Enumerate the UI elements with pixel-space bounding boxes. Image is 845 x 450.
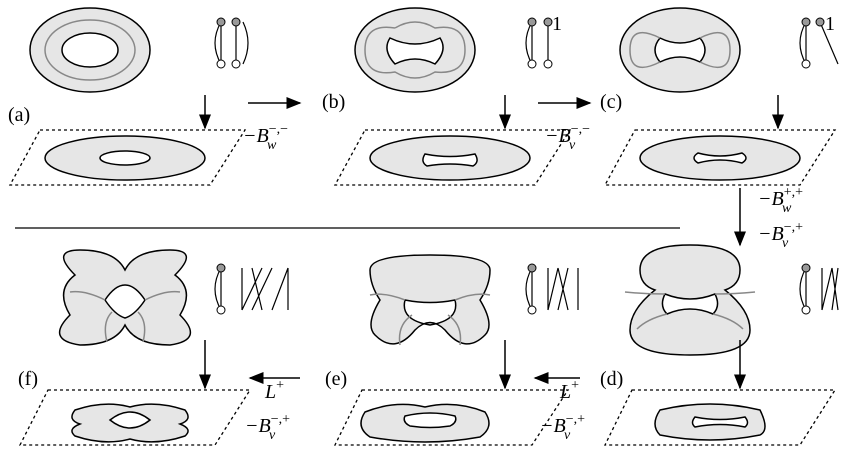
- transition-label: −B+,+w: [758, 185, 803, 216]
- surface-d: [625, 245, 755, 355]
- term-base: −B: [758, 223, 784, 245]
- transition-label: −B−,+v: [245, 412, 290, 443]
- projection-f: [20, 390, 250, 445]
- projection-c: [605, 130, 835, 185]
- surface-c: [620, 8, 740, 92]
- term-base: −B: [758, 188, 784, 210]
- term-base: L: [264, 381, 276, 403]
- term-base: −B: [540, 415, 566, 437]
- transition-label: −B−,+v: [540, 412, 585, 443]
- term-sup: −,−: [269, 122, 288, 137]
- transition-label: L+: [264, 378, 284, 403]
- panel-label: (a): [8, 104, 30, 126]
- panel-label: (b): [322, 91, 345, 113]
- panel-label: (d): [600, 368, 623, 390]
- term-sup: +: [571, 378, 579, 393]
- term-sup: +,+: [784, 185, 803, 200]
- transition-label: L+: [559, 378, 579, 403]
- surface-b: [355, 8, 475, 92]
- projection-a: [10, 130, 245, 185]
- term-base: −B: [545, 125, 571, 147]
- graph-icon: [215, 264, 838, 314]
- panel-label: (f): [18, 368, 38, 390]
- term-sub: v: [269, 428, 276, 443]
- term-sub: v: [569, 138, 576, 153]
- panel-label: (e): [325, 368, 347, 390]
- transition-label: −B−,+v: [758, 220, 803, 251]
- term-sup: −,−: [571, 122, 590, 137]
- term-base: −B: [245, 415, 271, 437]
- term-sub: v: [564, 428, 571, 443]
- term-sub: w: [267, 138, 277, 153]
- term-base: L: [559, 381, 571, 403]
- term-sub: v: [782, 236, 789, 251]
- transition-label: −B−,−w: [243, 122, 288, 153]
- term-sub: w: [782, 201, 792, 216]
- term-sup: −,+: [271, 412, 290, 427]
- projection-d: [605, 390, 835, 445]
- projection-e: [335, 390, 568, 445]
- term-base: −B: [243, 125, 269, 147]
- marker: 1: [825, 13, 835, 35]
- surface-f: [60, 250, 191, 345]
- marker: 1: [552, 13, 562, 35]
- surface-a: [30, 8, 150, 92]
- term-sup: −,+: [566, 412, 585, 427]
- surface-e: [370, 255, 490, 345]
- diagram: 1 1 (a) (b) (c) (d) (e) (f) −B−,−w−B−,−v…: [0, 0, 845, 450]
- term-sup: +: [276, 378, 284, 393]
- projection-b: [335, 130, 570, 185]
- panel-label: (c): [600, 91, 622, 113]
- graph-icon: [215, 18, 838, 68]
- term-sup: −,+: [784, 220, 803, 235]
- transition-label: −B−,−v: [545, 122, 590, 153]
